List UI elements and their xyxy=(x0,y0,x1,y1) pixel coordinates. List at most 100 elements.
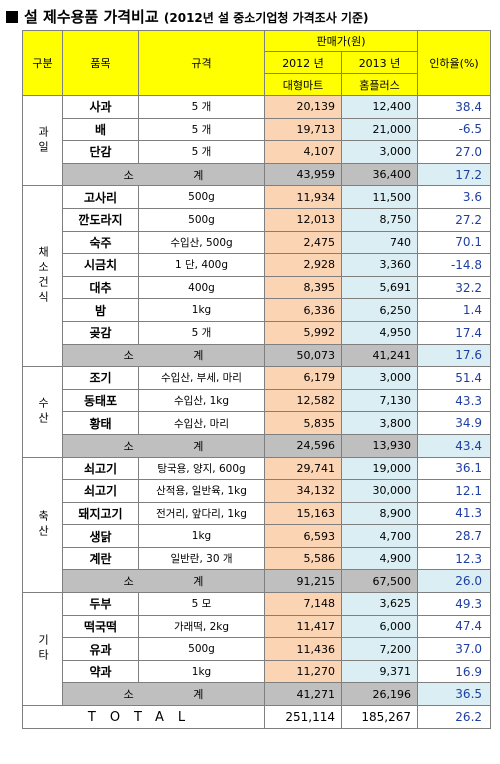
discount-rate: 49.3 xyxy=(417,592,492,616)
price-2013: 11,500 xyxy=(340,185,419,209)
price-2012: 2,475 xyxy=(264,230,342,255)
item-name: 사과 xyxy=(62,95,139,119)
item-spec: 500g xyxy=(138,207,265,232)
item-name: 단감 xyxy=(62,140,139,164)
table-row: 동태포 수입산, 1kg 12,582 7,130 43.3 xyxy=(23,388,492,413)
subtotal-row: 소 계 91,215 67,500 26.0 xyxy=(23,569,492,594)
group-label: 축산 xyxy=(22,456,63,594)
subtotal-label: 소 계 xyxy=(62,162,265,187)
table-body: 구분 품목 규격 판매가(원) 인하율(%) 2012 년 2013 년 대형마… xyxy=(22,30,492,730)
price-2012: 11,417 xyxy=(264,614,342,639)
discount-rate: 12.3 xyxy=(417,546,492,571)
item-name: 떡국떡 xyxy=(62,614,139,639)
subtotal-row: 소 계 41,271 26,196 36.5 xyxy=(23,682,492,707)
item-spec: 5 개 xyxy=(138,140,265,164)
header-year-2012: 2012 년 xyxy=(264,51,342,74)
subtotal-label: 소 계 xyxy=(62,569,265,594)
price-comparison-table: 구분 품목 규격 판매가(원) 인하율(%) 2012 년 2013 년 대형마… xyxy=(22,30,492,730)
table-row: 과일 사과 5 개 20,139 12,400 38.4 xyxy=(22,94,492,187)
discount-rate: 28.7 xyxy=(417,524,492,548)
header-group: 구분 xyxy=(22,30,63,96)
subtotal-rate: 17.2 xyxy=(417,162,492,187)
group-label: 채소건식 xyxy=(22,185,63,368)
price-2013: 7,200 xyxy=(340,637,419,661)
discount-rate: 27.2 xyxy=(417,207,492,232)
header-spec: 규격 xyxy=(138,30,265,96)
header-year-row: 2012 년 2013 년 xyxy=(23,51,491,74)
item-spec: 5 개 xyxy=(138,320,265,345)
item-spec: 1kg xyxy=(138,659,265,684)
price-2013: 5,691 xyxy=(340,275,419,300)
price-2013: 12,400 xyxy=(340,95,419,119)
table-row: 쇠고기 산적용, 일반육, 1kg 34,132 30,000 12.1 xyxy=(23,479,492,503)
item-name: 쇠고기 xyxy=(62,456,139,481)
price-2013: 8,750 xyxy=(340,207,419,232)
subtotal-price-2012: 41,271 xyxy=(264,682,342,707)
header-price: 판매가(원) xyxy=(263,30,419,52)
item-name: 대추 xyxy=(62,275,139,300)
discount-rate: 1.4 xyxy=(417,298,492,322)
title-main: 설 제수용품 가격비교 xyxy=(24,8,159,26)
item-name: 약과 xyxy=(62,659,139,684)
item-spec: 산적용, 일반육, 1kg xyxy=(138,479,265,503)
price-2013: 19,000 xyxy=(340,456,419,481)
discount-rate: 70.1 xyxy=(417,230,492,255)
price-2013: 740 xyxy=(340,230,419,255)
table-row: 대추 400g 8,395 5,691 32.2 xyxy=(23,275,492,300)
header-store-2012: 대형마트 xyxy=(264,73,342,96)
total-row: TOTAL 251,114 185,267 26.2 xyxy=(22,705,492,730)
table-row: 떡국떡 가래떡, 2kg 11,417 6,000 47.4 xyxy=(23,614,492,639)
group-label: 과일 xyxy=(22,94,63,187)
page-title: 설 제수용품 가격비교 (2012년 설 중소기업청 가격조사 기준) xyxy=(6,6,369,28)
price-2013: 3,000 xyxy=(340,140,419,164)
discount-rate: 47.4 xyxy=(417,614,492,639)
price-2013: 7,130 xyxy=(340,388,419,413)
price-2013: 6,250 xyxy=(340,298,419,322)
subtotal-label: 소 계 xyxy=(62,682,265,707)
group-label: 수산 xyxy=(22,366,63,458)
price-2012: 12,013 xyxy=(264,207,342,232)
discount-rate: 16.9 xyxy=(417,659,492,684)
discount-rate: 34.9 xyxy=(417,411,492,435)
price-2012: 6,593 xyxy=(264,524,342,548)
title-subtitle: (2012년 설 중소기업청 가격조사 기준) xyxy=(163,11,369,25)
subtotal-rate: 43.4 xyxy=(417,433,492,458)
header-year-2013: 2013 년 xyxy=(340,51,419,74)
price-2012: 2,928 xyxy=(264,253,342,277)
discount-rate: 17.4 xyxy=(417,320,492,345)
table-row: 단감 5 개 4,107 3,000 27.0 xyxy=(23,140,492,164)
item-spec: 탕국용, 양지, 600g xyxy=(138,456,265,481)
item-name: 계란 xyxy=(62,546,139,571)
item-spec: 500g xyxy=(138,637,265,661)
price-2013: 30,000 xyxy=(340,479,419,503)
item-name: 황태 xyxy=(62,411,139,435)
price-2012: 11,436 xyxy=(264,637,342,661)
discount-rate: 12.1 xyxy=(417,479,492,503)
square-bullet-icon xyxy=(6,11,18,23)
table-row: 숙주 수입산, 500g 2,475 740 70.1 xyxy=(23,230,492,255)
price-2012: 4,107 xyxy=(264,140,342,164)
header-row: 구분 품목 규격 판매가(원) 인하율(%) xyxy=(22,30,492,96)
header-store-row: 대형마트 홈플러스 xyxy=(23,73,491,96)
price-2013: 3,625 xyxy=(340,592,419,616)
price-2012: 8,395 xyxy=(264,275,342,300)
subtotal-rate: 36.5 xyxy=(417,682,492,707)
table-row: 유과 500g 11,436 7,200 37.0 xyxy=(23,637,492,661)
subtotal-row: 소 계 50,073 41,241 17.6 xyxy=(23,343,492,368)
subtotal-price-2013: 36,400 xyxy=(340,162,419,187)
discount-rate: -14.8 xyxy=(417,253,492,277)
item-spec: 5 개 xyxy=(138,95,265,119)
item-name: 조기 xyxy=(62,366,139,390)
item-name: 깐도라지 xyxy=(62,207,139,232)
discount-rate: 43.3 xyxy=(417,388,492,413)
price-2013: 6,000 xyxy=(340,614,419,639)
price-2012: 34,132 xyxy=(264,479,342,503)
subtotal-rate: 26.0 xyxy=(417,569,492,594)
item-name: 동태포 xyxy=(62,388,139,413)
item-name: 곶감 xyxy=(62,320,139,345)
table-row: 축산 쇠고기 탕국용, 양지, 600g 29,741 19,000 36.1 xyxy=(22,456,492,594)
subtotal-price-2012: 24,596 xyxy=(264,433,342,458)
subtotal-price-2013: 13,930 xyxy=(340,433,419,458)
subtotal-price-2013: 26,196 xyxy=(340,682,419,707)
